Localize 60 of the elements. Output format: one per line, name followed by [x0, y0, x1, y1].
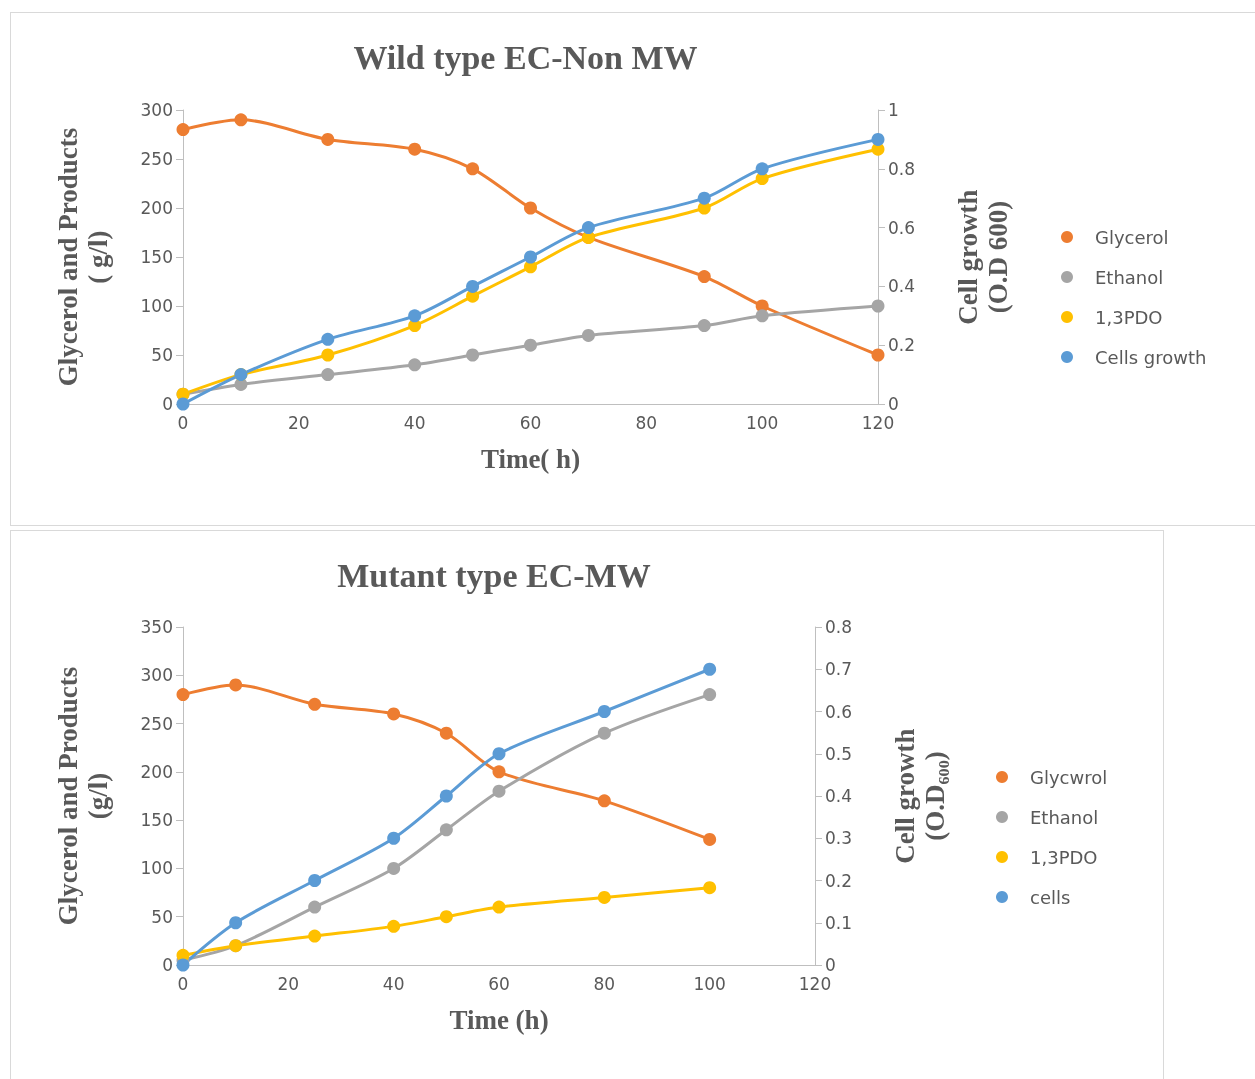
- x-tick-label: 20: [277, 973, 300, 994]
- legend-label: Ethanol: [1095, 266, 1164, 288]
- y2-tick-label: 0.3: [825, 828, 853, 849]
- y2-tick-label: 0.5: [825, 743, 853, 764]
- y-tick-label: 50: [151, 345, 173, 365]
- y2-tick-label: 0.2: [888, 335, 916, 356]
- x-tick-label: 40: [382, 973, 405, 994]
- legend-label: 1,3PDO: [1030, 846, 1098, 868]
- y2-tick-label: 0.7: [825, 659, 853, 680]
- x-tick-label: 0: [177, 412, 189, 433]
- y-tick-label: 150: [140, 810, 173, 831]
- legend-label: Cells growth: [1095, 346, 1207, 368]
- y-tick-label: 150: [140, 247, 173, 267]
- y2-axis-title: Cell growth (O.D 600): [953, 189, 1013, 325]
- x-axis-title: Time( h): [480, 444, 581, 474]
- y-tick-label: 50: [151, 906, 173, 927]
- y2-tick-label: 0: [888, 394, 899, 414]
- y2-tick-label: 0.6: [825, 701, 853, 722]
- x-tick-label: 60: [519, 412, 542, 433]
- y2-tick-label: 0.8: [825, 617, 853, 637]
- y2-tick-label: 1: [888, 100, 899, 120]
- y-tick-label: 300: [140, 665, 173, 686]
- x-tick-label: 120: [798, 973, 832, 994]
- legend-label: Ethanol: [1030, 806, 1099, 828]
- y-tick-label: 0: [162, 394, 173, 414]
- x-tick-label: 40: [403, 412, 426, 433]
- legend-label: cells: [1030, 886, 1071, 908]
- y2-axis-title: Cell growth (O.D₆₀₀): [890, 728, 950, 864]
- chart-title: Wild type EC-Non MW: [353, 38, 698, 76]
- y2-tick-label: 0.6: [888, 217, 916, 238]
- legend-label: Glycerol: [1095, 226, 1169, 248]
- x-tick-label: 120: [861, 412, 895, 433]
- y2-tick-label: 0.2: [825, 870, 853, 891]
- y-tick-label: 250: [140, 149, 173, 169]
- legend-label: 1,3PDO: [1095, 306, 1163, 328]
- x-tick-label: 60: [488, 973, 510, 994]
- y2-tick-label: 0.4: [888, 276, 916, 297]
- y-tick-label: 250: [140, 713, 173, 734]
- y2-tick-label: 0.1: [825, 912, 853, 933]
- x-tick-label: 80: [593, 973, 616, 994]
- y-tick-label: 200: [140, 198, 173, 218]
- x-tick-label: 100: [693, 973, 726, 994]
- x-axis-title: Time (h): [449, 1005, 549, 1035]
- y2-tick-label: 0.8: [888, 158, 916, 179]
- y-tick-label: 0: [162, 955, 173, 975]
- y-tick-label: 300: [140, 100, 173, 120]
- x-tick-label: 0: [177, 973, 189, 994]
- x-tick-label: 100: [745, 412, 779, 433]
- y-axis-title: Glycerol and Products ( g/l): [53, 127, 113, 387]
- y-tick-label: 100: [140, 296, 173, 316]
- y2-tick-label: 0: [825, 955, 836, 975]
- y-axis-title: Glycerol and Products (g/l): [53, 666, 113, 926]
- legend-label: Glycwrol: [1030, 766, 1108, 788]
- y-tick-label: 100: [140, 858, 173, 879]
- y-tick-label: 350: [140, 617, 173, 637]
- y-tick-label: 200: [140, 761, 173, 782]
- x-tick-label: 20: [288, 412, 310, 433]
- y2-tick-label: 0.4: [825, 786, 853, 806]
- x-tick-label: 80: [635, 412, 658, 433]
- chart-title: Mutant type EC-MW: [337, 556, 651, 594]
